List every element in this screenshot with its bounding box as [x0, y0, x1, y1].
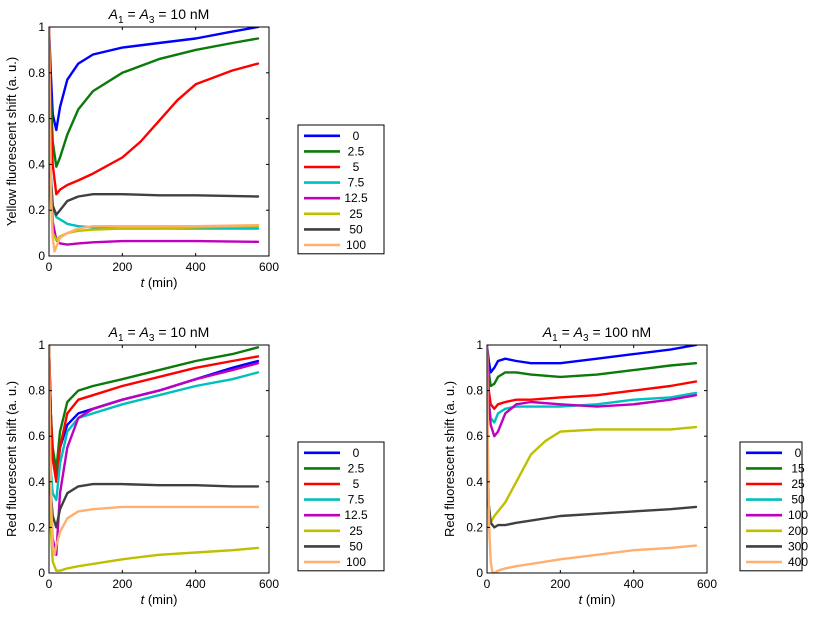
x-tick-label: 0: [484, 577, 491, 591]
legend-label: 50: [349, 222, 363, 236]
legend-label: 0: [795, 446, 802, 460]
chart-bottom-left: 0 200 400 600 0 0.2 0.4 0.6 0.8 1 A1 = A3 = 10 nM t…: [4, 324, 385, 607]
series-line-50: [49, 128, 260, 216]
x-tick-label: 600: [697, 577, 717, 591]
series-line-25: [49, 128, 260, 242]
y-axis-label: Red fluorescent shift (a. u.): [4, 381, 19, 537]
legend-label: 2.5: [348, 144, 365, 158]
legend-label: 0: [353, 129, 360, 143]
series-line-400: [487, 345, 698, 573]
legend-label: 0: [353, 446, 360, 460]
series-line-12.5: [49, 362, 260, 556]
chart-bottom-right: 0 200 400 600 0 0.2 0.4 0.6 0.8 1 A1 = A3 = 100 nM…: [442, 324, 808, 607]
legend-label: 5: [353, 160, 360, 174]
legend-label: 5: [353, 477, 360, 491]
y-tick-label: 0: [38, 566, 45, 580]
y-tick-label: 0.4: [28, 157, 45, 171]
series-line-0: [487, 345, 698, 374]
series-line-25: [49, 435, 260, 572]
series-line-50: [487, 345, 698, 424]
legend-label: 25: [349, 524, 363, 538]
legend-box: [297, 124, 385, 255]
legend-label: 200: [788, 524, 808, 538]
y-tick-label: 0.2: [28, 203, 45, 217]
legend-label: 50: [791, 493, 805, 507]
series-line-0: [49, 345, 260, 479]
y-tick-label: 0: [38, 249, 45, 263]
series-line-2.5: [49, 345, 260, 472]
y-tick-label: 0.6: [28, 112, 45, 126]
x-tick-label: 600: [259, 577, 279, 591]
x-tick-label: 400: [624, 577, 644, 591]
series-line-100: [49, 27, 260, 253]
legend-label: 100: [788, 508, 808, 522]
legend-label: 400: [788, 555, 808, 569]
x-tick-label: 600: [259, 260, 279, 274]
series-group: [49, 27, 260, 253]
x-axis-label: t (min): [141, 592, 178, 607]
axes-box: [486, 344, 708, 574]
x-tick-label: 400: [186, 260, 206, 274]
series-line-0: [49, 27, 260, 132]
legend-box: [297, 441, 385, 572]
axes-box: [48, 344, 270, 574]
x-tick-label: 0: [46, 577, 53, 591]
legend-label: 300: [788, 539, 808, 553]
y-tick-label: 1: [476, 338, 483, 352]
series-line-15: [487, 345, 698, 388]
y-tick-label: 0.4: [28, 475, 45, 489]
legend-label: 12.5: [344, 508, 368, 522]
y-tick-label: 0.6: [28, 429, 45, 443]
y-tick-label: 0.8: [28, 384, 45, 398]
legend-label: 12.5: [344, 191, 368, 205]
legend-label: 50: [349, 539, 363, 553]
series-line-50: [49, 435, 260, 529]
x-axis-label: t (min): [141, 275, 178, 290]
y-tick-label: 1: [38, 338, 45, 352]
series-line-25: [487, 345, 698, 410]
y-tick-label: 0.8: [28, 66, 45, 80]
x-axis-label: t (min): [579, 592, 616, 607]
legend-label: 25: [349, 207, 363, 221]
chart-top-left: 0 200 400 600 0 0.2 0.4 0.6 0.8 1 A1 = A3 = 10 nM t…: [4, 6, 385, 290]
x-tick-label: 200: [550, 577, 570, 591]
legend-label: 7.5: [348, 493, 365, 507]
series-line-100: [487, 345, 698, 438]
chart-title: A1 = A3 = 10 nM: [108, 6, 210, 26]
series-group: [487, 345, 698, 573]
series-line-300: [487, 446, 698, 529]
y-tick-label: 0.8: [466, 384, 483, 398]
x-tick-label: 0: [46, 260, 53, 274]
chart-title: A1 = A3 = 100 nM: [542, 324, 651, 344]
legend-label: 7.5: [348, 176, 365, 190]
x-tick-label: 200: [112, 577, 132, 591]
y-tick-label: 0.2: [466, 520, 483, 534]
legend-label: 100: [346, 238, 366, 252]
legend-label: 15: [791, 461, 805, 475]
x-tick-label: 400: [186, 577, 206, 591]
legend-box: [739, 441, 803, 572]
series-group: [49, 345, 260, 572]
y-axis-label: Red fluorescent shift (a. u.): [442, 381, 457, 537]
y-tick-label: 1: [38, 20, 45, 34]
y-tick-label: 0.2: [28, 520, 45, 534]
legend-label: 100: [346, 555, 366, 569]
series-line-5: [49, 27, 260, 196]
y-tick-label: 0.4: [466, 475, 483, 489]
y-tick-label: 0: [476, 566, 483, 580]
axes-box: [48, 26, 270, 257]
legend-label: 25: [791, 477, 805, 491]
legend-label: 2.5: [348, 461, 365, 475]
series-line-2.5: [49, 27, 260, 168]
series-line-100: [49, 345, 260, 556]
y-tick-label: 0.6: [466, 429, 483, 443]
series-line-5: [49, 345, 260, 483]
x-tick-label: 200: [112, 260, 132, 274]
y-axis-label: Yellow fluorescent shift (a. u.): [4, 57, 19, 226]
chart-title: A1 = A3 = 10 nM: [108, 324, 210, 344]
